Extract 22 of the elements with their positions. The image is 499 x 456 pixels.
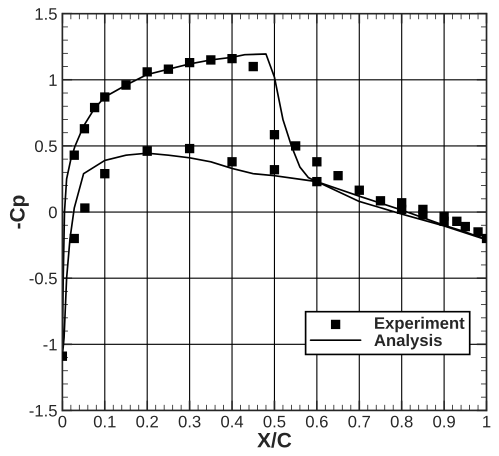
x-tick-label: 1 — [483, 416, 490, 428]
x-tick-label: 0.2 — [136, 416, 158, 428]
x-tick-label: 0.7 — [348, 416, 370, 428]
x-tick-label: 0.8 — [390, 416, 413, 428]
y-tick-label: -1 — [43, 338, 57, 350]
legend-label: Experiment — [375, 316, 465, 332]
legend-label: Analysis — [374, 334, 442, 350]
y-tick-label: -1.5 — [30, 404, 57, 417]
x-tick-label: 0.6 — [306, 416, 328, 428]
y-tick-label: 1.5 — [36, 8, 57, 20]
y-axis-title: -Cp — [10, 196, 29, 229]
x-tick-label: 0.4 — [221, 416, 244, 428]
x-tick-label: 0.1 — [94, 416, 116, 428]
x-tick-label: 0.5 — [264, 416, 286, 428]
y-tick-label: 0.5 — [35, 140, 57, 152]
x-tick-label: 0.9 — [433, 416, 455, 428]
y-tick-label: 1 — [50, 74, 57, 86]
x-tick-label: 0 — [58, 416, 66, 428]
y-tick-label: -0.5 — [30, 272, 57, 284]
y-tick-label: 0 — [48, 206, 57, 218]
x-axis-title: X/C — [257, 432, 292, 448]
x-tick-label: 0.3 — [178, 416, 200, 428]
